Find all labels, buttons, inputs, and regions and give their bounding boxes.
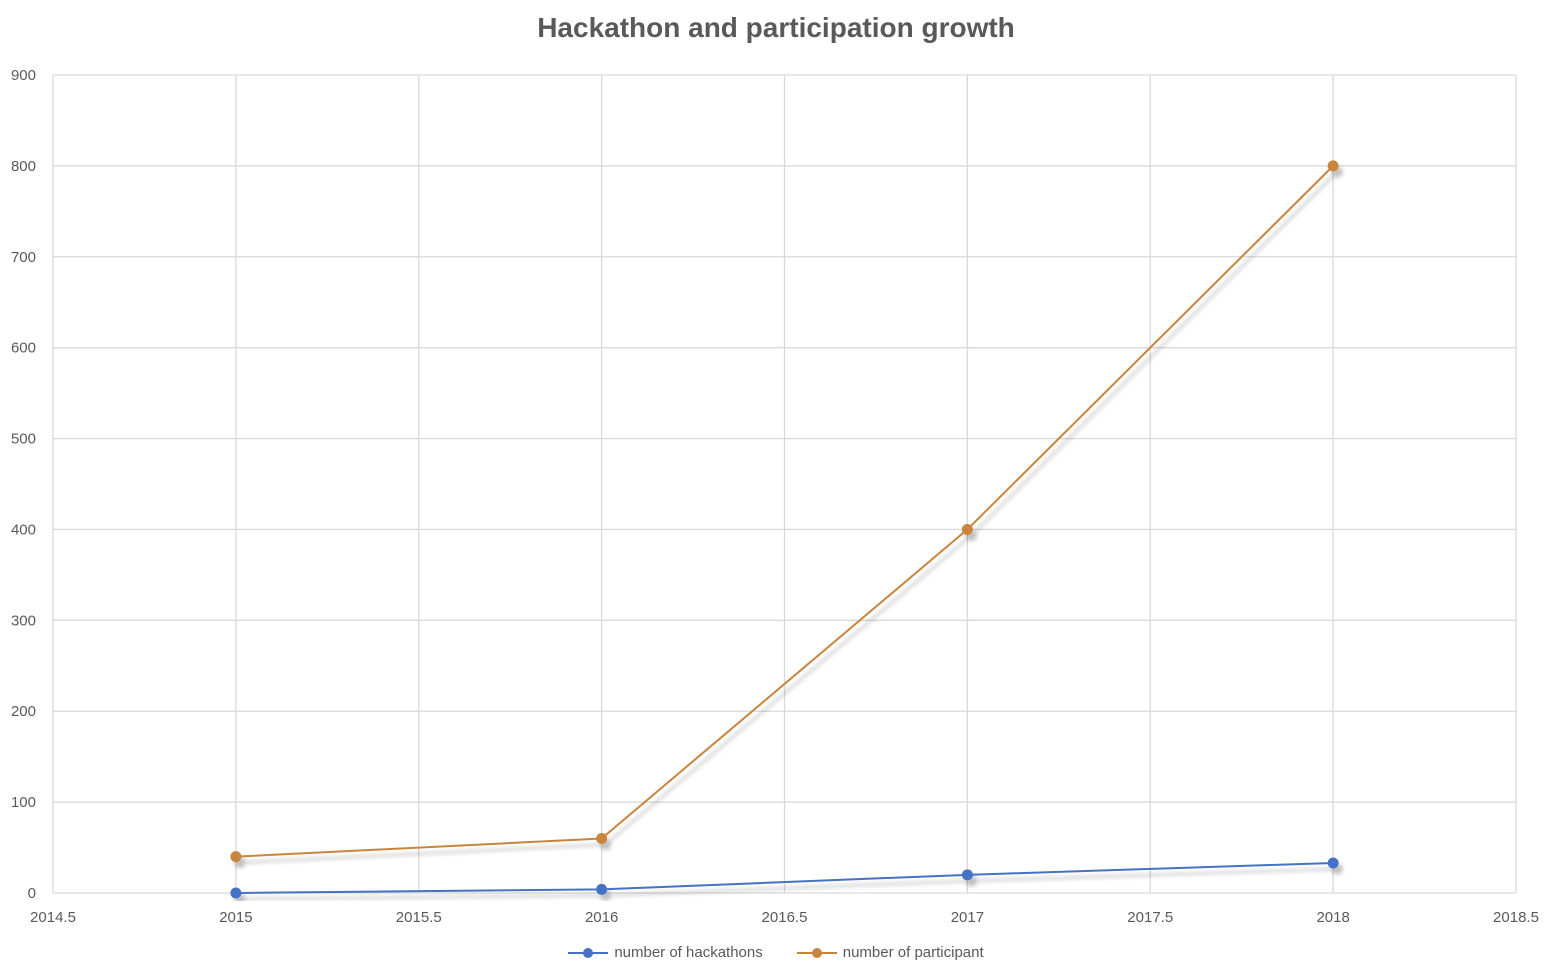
y-tick-label: 0 [28,885,36,902]
series [230,857,1339,899]
y-tick-label: 900 [11,67,36,84]
data-point [230,851,242,863]
series [230,160,1339,863]
data-point [230,887,242,899]
y-tick-label: 300 [11,612,36,629]
axis-ticks: 0 100 200 300 400 500 600 700 800 900 2014.5 2015 20… [11,67,1539,926]
series-line [235,165,1334,858]
legend: number of hackathons number of participa… [0,944,1552,961]
legend-item-participants[interactable]: number of participant [796,944,984,961]
legend-marker-icon [568,947,609,959]
y-tick-label: 100 [11,794,36,811]
series-group [230,160,1339,899]
data-point [1327,160,1339,172]
data-point [596,883,608,895]
x-tick-label: 2015 [219,909,252,926]
y-tick-label: 500 [11,431,36,448]
data-point [961,869,973,881]
series-line [235,862,1334,894]
y-tick-label: 600 [11,340,36,357]
data-point [961,523,973,535]
x-tick-label: 2016.5 [762,909,808,926]
y-tick-label: 800 [11,158,36,175]
legend-item-hackathons[interactable]: number of hackathons [568,944,763,961]
grid [52,74,1517,894]
y-tick-label: 700 [11,249,36,266]
x-tick-label: 2017.5 [1127,909,1173,926]
y-tick-label: 200 [11,703,36,720]
x-tick-label: 2014.5 [30,909,76,926]
x-tick-label: 2016 [585,909,618,926]
chart-title: Hackathon and participation growth [537,12,1015,43]
data-point [596,832,608,844]
data-point [1327,857,1339,869]
legend-label: number of hackathons [614,944,763,961]
x-tick-label: 2018.5 [1493,909,1539,926]
legend-marker-icon [796,947,837,959]
legend-label: number of participant [842,944,984,961]
x-tick-label: 2017 [951,909,984,926]
x-tick-label: 2018 [1316,909,1349,926]
y-tick-label: 400 [11,521,36,538]
x-tick-label: 2015.5 [396,909,442,926]
